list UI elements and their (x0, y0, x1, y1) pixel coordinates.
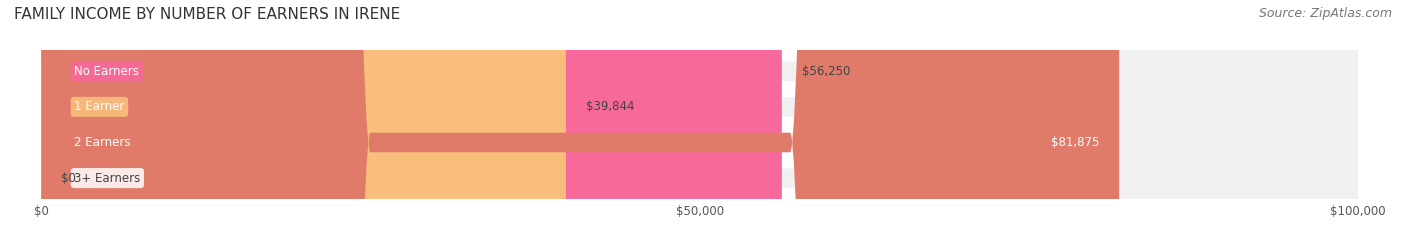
FancyBboxPatch shape (41, 0, 782, 233)
FancyBboxPatch shape (41, 0, 1358, 233)
FancyBboxPatch shape (41, 0, 1358, 233)
Text: 2 Earners: 2 Earners (75, 136, 131, 149)
FancyBboxPatch shape (41, 0, 1358, 233)
Text: FAMILY INCOME BY NUMBER OF EARNERS IN IRENE: FAMILY INCOME BY NUMBER OF EARNERS IN IR… (14, 7, 401, 22)
Text: No Earners: No Earners (75, 65, 139, 78)
Text: $39,844: $39,844 (586, 100, 634, 113)
Text: Source: ZipAtlas.com: Source: ZipAtlas.com (1258, 7, 1392, 20)
FancyBboxPatch shape (41, 0, 565, 233)
FancyBboxPatch shape (41, 0, 1358, 233)
Text: $56,250: $56,250 (801, 65, 851, 78)
Text: 3+ Earners: 3+ Earners (75, 171, 141, 185)
Text: $81,875: $81,875 (1052, 136, 1099, 149)
Text: $0: $0 (60, 171, 76, 185)
FancyBboxPatch shape (41, 0, 1119, 233)
Text: 1 Earner: 1 Earner (75, 100, 125, 113)
